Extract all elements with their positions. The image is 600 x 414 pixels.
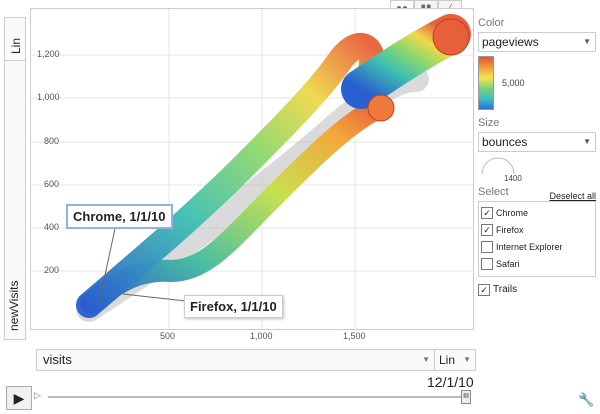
size-heading: Size [478, 117, 500, 129]
color-selector[interactable]: pageviews ▼ [478, 32, 596, 52]
checkbox-icon[interactable] [481, 240, 493, 253]
y-tick: 400 [44, 222, 60, 232]
y-scale-label: Lin [9, 37, 23, 54]
x-variable-selector[interactable]: visits ▼ [36, 349, 437, 371]
color-legend-mid: 5,000 [502, 78, 525, 88]
list-item[interactable]: ✓ Firefox [481, 221, 593, 238]
time-slider-handle[interactable]: III [461, 390, 471, 404]
x-tick: 1,000 [250, 331, 273, 341]
plot-area [30, 8, 474, 330]
y-tick: 200 [44, 265, 60, 275]
size-legend-icon [481, 157, 515, 175]
time-slider-track[interactable] [48, 396, 468, 398]
y-tick: 600 [44, 179, 60, 189]
chrome-trail [76, 33, 385, 318]
y-scale-selector[interactable]: Lin [4, 17, 26, 61]
chrome-bubble[interactable] [432, 18, 470, 56]
checkbox-checked-icon[interactable]: ✓ [481, 223, 493, 236]
firefox-bubble[interactable] [367, 94, 395, 122]
color-selector-value: pageviews [482, 35, 539, 49]
checkbox-checked-icon[interactable]: ✓ [478, 283, 490, 296]
deselect-all-link[interactable]: Deselect all [549, 191, 596, 201]
item-label: Safari [496, 258, 520, 269]
trails-label: Trails [493, 284, 518, 295]
color-heading: Color [478, 17, 505, 29]
size-selector-value: bounces [482, 135, 528, 149]
item-label: Chrome [496, 207, 529, 218]
chrome-leader [98, 223, 117, 304]
wrench-icon[interactable]: 🔧 [578, 392, 595, 407]
x-tick: 1,500 [343, 331, 366, 341]
size-selector[interactable]: bounces ▼ [478, 132, 596, 152]
y-tick: 800 [44, 136, 60, 146]
x-scale-selector[interactable]: Lin ▼ [434, 349, 476, 371]
select-heading: Select [478, 186, 509, 198]
list-item[interactable]: ✓ Chrome [481, 204, 593, 221]
play-button[interactable]: ▶ [6, 386, 32, 410]
color-legend-bar [478, 56, 494, 110]
list-item[interactable]: Internet Explorer [481, 238, 593, 255]
y-tick: 1,000 [37, 92, 60, 102]
entity-checklist: ✓ Chrome ✓ Firefox Internet Explorer Safar… [478, 201, 596, 277]
item-label: Internet Explorer [496, 241, 563, 252]
trails-toggle[interactable]: ✓ Trails [478, 281, 596, 298]
x-scale-label: Lin [439, 353, 456, 367]
chrome-tooltip: Chrome, 1/1/10 [66, 204, 173, 229]
x-variable-label: visits [43, 352, 72, 367]
x-tick: 500 [160, 331, 176, 341]
item-label: Firefox [496, 224, 524, 235]
chevron-down-icon: ▼ [583, 137, 591, 146]
current-time-label: 12/1/10 [427, 374, 474, 390]
chevron-down-icon: ▼ [583, 37, 591, 46]
list-item[interactable]: Safari [481, 255, 593, 272]
motion-chart [31, 9, 473, 329]
chevron-down-icon: ▼ [463, 355, 471, 364]
right-panel: Color pageviews ▼ 5,000 Size bounces ▼ 1… [478, 17, 596, 298]
y-variable-selector[interactable]: newVisits [4, 60, 26, 340]
checkbox-icon[interactable] [481, 257, 493, 270]
size-legend-value: 1400 [504, 174, 522, 183]
y-tick: 1,200 [37, 49, 60, 59]
speed-control-icon[interactable]: ▷ [34, 390, 41, 400]
checkbox-checked-icon[interactable]: ✓ [481, 206, 493, 219]
y-variable-label: newVisits [7, 280, 21, 331]
firefox-tooltip: Firefox, 1/1/10 [184, 295, 283, 318]
firefox-leader [122, 293, 187, 302]
chevron-down-icon: ▼ [422, 355, 430, 364]
